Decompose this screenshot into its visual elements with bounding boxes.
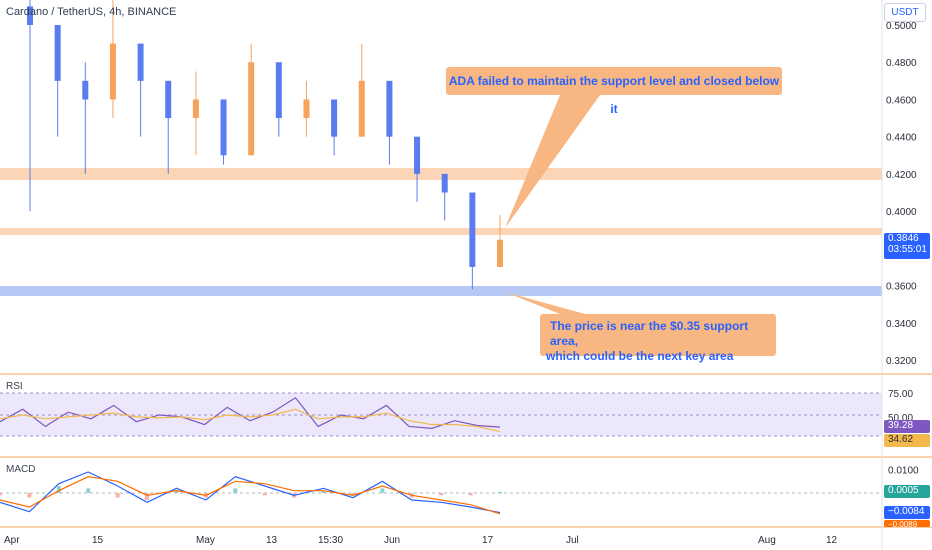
macd-histogram-bar: [174, 490, 179, 493]
price-tick-label: 0.4000: [886, 207, 917, 218]
symbol-title: Cardano / TetherUS, 4h, BINANCE: [6, 6, 177, 18]
candle-body: [109, 43, 116, 100]
candle-body: [441, 173, 448, 193]
macd-label: MACD: [6, 464, 36, 475]
candle-body: [27, 6, 33, 25]
candle-body: [54, 25, 61, 81]
macd-lines-group: [0, 471, 502, 515]
last-price-badge: 0.3846 03:55:01: [884, 233, 930, 259]
time-tick-label: 15: [92, 535, 104, 546]
candle-body: [82, 80, 89, 100]
signal-line: [0, 476, 501, 515]
time-axis: Apr 15 May 13 15:30 Jun 17 Jul Aug 12: [4, 535, 838, 546]
macd-value-badge: −0.0084: [884, 506, 930, 519]
candle-body: [331, 99, 338, 137]
candle-body: [303, 99, 310, 119]
rsi-ma-line: [0, 408, 501, 433]
macd-histogram-bar: [56, 486, 61, 493]
rsi-tick-label: 50.00: [888, 413, 913, 424]
price-tick-label: 0.3400: [886, 319, 917, 330]
macd-histogram-bar: [115, 493, 120, 498]
macd-histogram-bar: [233, 488, 238, 493]
annotation-top: ADA failed to maintain the support level…: [446, 67, 782, 116]
rsi-value-badge: 39.28: [884, 420, 930, 433]
price-tick-label: 0.3200: [886, 356, 917, 367]
annotation-bottom-line2: which could be the next key area: [546, 349, 734, 363]
candle-body: [248, 62, 255, 156]
rsi-label: RSI: [6, 381, 23, 392]
macd-signal-badge: −0.0089: [884, 520, 930, 527]
price-tick-label: 0.4800: [886, 58, 917, 69]
rsi-ma-badge: 34.62: [884, 434, 930, 447]
time-tick-label: 17: [482, 535, 494, 546]
candle-body: [386, 80, 393, 137]
macd-hist-badge: 0.0005: [884, 485, 930, 498]
support-zone: [0, 286, 882, 296]
price-tick-label: 0.3600: [886, 282, 917, 293]
macd-histogram-bar: [86, 488, 91, 493]
price-tick-label: 0.5000: [886, 21, 917, 32]
macd-histogram-bar: [350, 493, 355, 496]
annotation-bottom-line1: The price is near the $0.35 support area…: [550, 319, 749, 348]
callout-top-pointer: [505, 95, 600, 228]
candles-group: [27, 0, 503, 290]
time-tick-label: 15:30: [318, 535, 343, 546]
macd-histogram-bar: [498, 491, 502, 493]
callout-bottom-pointer: [505, 292, 585, 314]
macd-histogram-bar: [380, 488, 385, 493]
time-tick-label: 13: [266, 535, 278, 546]
annotation-top-text: ADA failed to maintain the support level…: [448, 74, 780, 116]
candle-body: [137, 43, 144, 81]
macd-histogram-bar: [468, 493, 473, 496]
macd-histogram-bar: [145, 493, 150, 500]
candle-body: [165, 80, 172, 119]
rsi-tick-label: 75.00: [888, 389, 913, 400]
macd-histogram-bar: [439, 493, 444, 496]
candle-body: [497, 239, 503, 267]
macd-histogram-bar: [321, 490, 326, 493]
annotation-bottom: The price is near the $0.35 support area…: [540, 314, 776, 363]
macd-histogram-bar: [27, 493, 32, 498]
time-tick-label: May: [196, 535, 215, 546]
macd-line: [0, 471, 501, 514]
time-tick-label: Jul: [566, 535, 579, 546]
rsi-line: [0, 396, 501, 429]
candle-body: [414, 136, 421, 174]
time-tick-label: Apr: [4, 535, 20, 546]
price-tick-label: 0.4400: [886, 133, 917, 144]
price-tick-label: 0.4600: [886, 95, 917, 106]
time-tick-label: Jun: [384, 535, 400, 546]
resistance-zone-lower: [0, 228, 882, 235]
time-tick-label: 12: [826, 535, 838, 546]
macd-tick-label: 0.0100: [888, 466, 919, 477]
rsi-lines-group: [0, 396, 501, 433]
candle-body: [220, 99, 227, 156]
candle-body: [469, 192, 476, 267]
time-tick-label: Aug: [758, 535, 776, 546]
countdown-value: 03:55:01: [888, 244, 927, 255]
macd-histogram-bar: [262, 493, 267, 496]
last-price-value: 0.3846: [888, 233, 919, 244]
candle-body: [275, 62, 282, 119]
candle-body: [358, 80, 365, 137]
price-tick-label: 0.4200: [886, 170, 917, 181]
currency-button[interactable]: USDT: [884, 3, 926, 22]
resistance-zone-upper: [0, 168, 882, 180]
candle-body: [192, 99, 199, 119]
macd-histogram-bar: [0, 493, 2, 496]
